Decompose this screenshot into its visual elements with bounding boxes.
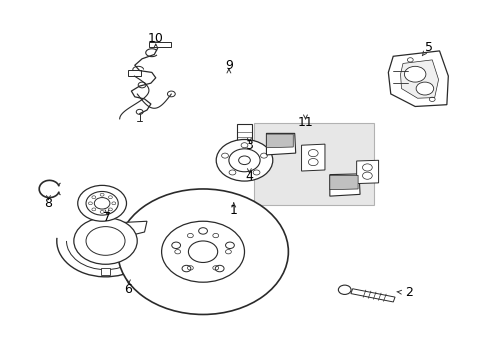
Bar (254, 123, 373, 205)
Polygon shape (387, 51, 447, 107)
Polygon shape (235, 156, 253, 162)
Polygon shape (266, 134, 295, 155)
Text: 8: 8 (44, 197, 52, 210)
Polygon shape (149, 42, 171, 47)
Circle shape (404, 66, 425, 82)
Polygon shape (400, 60, 438, 98)
Polygon shape (329, 175, 357, 190)
Bar (128, 69, 141, 76)
Text: 11: 11 (297, 116, 313, 129)
Text: 1: 1 (229, 204, 237, 217)
Polygon shape (113, 221, 147, 239)
Polygon shape (329, 174, 359, 196)
Circle shape (338, 285, 350, 294)
Circle shape (74, 218, 137, 264)
Polygon shape (356, 160, 378, 184)
Text: 10: 10 (147, 32, 163, 45)
Circle shape (415, 82, 433, 95)
Text: 4: 4 (245, 170, 253, 183)
Text: 5: 5 (424, 41, 432, 54)
Text: 2: 2 (405, 287, 412, 300)
Circle shape (118, 189, 288, 315)
Circle shape (78, 185, 126, 221)
Polygon shape (301, 144, 325, 171)
Bar (236, 123, 252, 150)
Text: 6: 6 (124, 283, 132, 296)
Polygon shape (266, 134, 293, 148)
Polygon shape (101, 268, 110, 275)
Text: 3: 3 (245, 139, 253, 152)
Circle shape (216, 139, 272, 181)
Text: 7: 7 (103, 211, 111, 224)
Polygon shape (350, 289, 394, 302)
Text: 9: 9 (224, 59, 232, 72)
